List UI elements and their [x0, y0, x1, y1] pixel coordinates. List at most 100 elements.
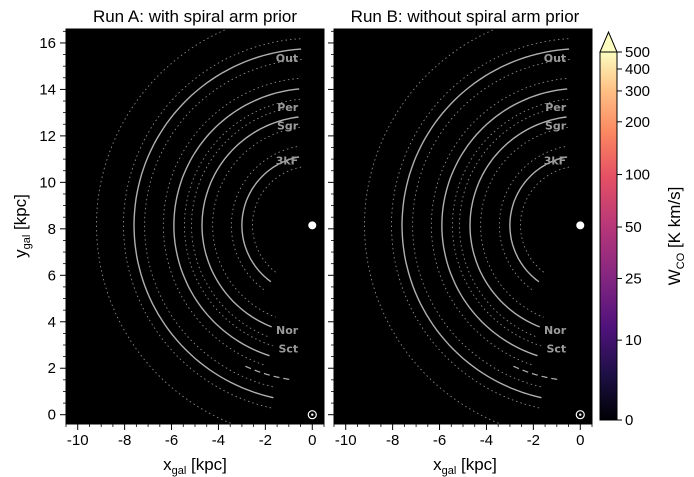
galactic-center-marker: [308, 221, 317, 230]
arm-label: Nor: [544, 324, 567, 337]
panel-b-background: [334, 29, 592, 424]
arm-label: 3kF: [276, 154, 298, 167]
y-tick-label: 10: [39, 174, 56, 191]
spiral-arm-track-dashed: [513, 365, 561, 381]
colorbar-label-unit: [K km/s]: [665, 187, 684, 253]
panel-a-ylabel-unit: [kpc]: [11, 194, 30, 235]
y-tick-label: 2: [48, 360, 56, 377]
y-tick-label: 6: [48, 267, 56, 284]
panel-a-y-ticks: 0 2 4 6 8 10 12 14 16: [39, 30, 66, 424]
panel-b-x-ticks: -10 -8 -6 -4 -2 0: [333, 424, 593, 449]
panel-a-xlabel: xgal [kpc]: [163, 455, 227, 477]
colorbar-tick-label: 0: [625, 412, 633, 429]
spiral-arm-track: [441, 88, 568, 357]
x-tick-label: -2: [259, 432, 272, 449]
arm-label: Per: [545, 101, 567, 114]
panel-a-xlabel-main: x: [163, 455, 172, 474]
panel-b-xlabel-sub: gal: [442, 465, 457, 477]
spiral-arm-width: [212, 126, 300, 318]
panel-a-ylabel: ygal [kpc]: [11, 194, 33, 258]
arm-label: Sgr: [545, 120, 567, 133]
panel-b-arms: [364, 29, 570, 424]
spiral-arm-width: [480, 126, 568, 318]
arm-label: Nor: [276, 324, 299, 337]
y-tick-label: 0: [48, 407, 56, 424]
panel-a: Run A: with spiral arm prior Out Per Sgr 3k…: [11, 7, 325, 477]
x-tick-label: -6: [165, 432, 178, 449]
spiral-arm-width: [183, 98, 301, 347]
x-tick-label: -8: [118, 432, 131, 449]
colorbar-tick-label: 200: [625, 114, 650, 131]
spiral-arm-track: [201, 116, 299, 328]
spiral-arm-width: [191, 106, 298, 338]
colorbar-label-sub: CO: [675, 252, 687, 269]
spiral-arm-width: [430, 77, 567, 367]
x-tick-label: -10: [335, 432, 357, 449]
y-tick-label: 8: [48, 221, 56, 238]
spiral-arm-width: [364, 29, 502, 424]
panel-a-arms: [96, 29, 302, 424]
panel-b-arm-labels: Out Per Sgr 3kF Nor Sct: [544, 52, 567, 355]
sun-marker-dot: [311, 413, 314, 416]
y-tick-label: 16: [39, 35, 56, 52]
x-tick-label: 0: [308, 432, 316, 449]
spiral-arm-track: [401, 48, 570, 399]
spiral-arm-track: [133, 48, 302, 399]
arm-label: Per: [277, 101, 299, 114]
panel-a-xlabel-unit: [kpc]: [186, 455, 227, 474]
x-tick-label: -6: [433, 432, 446, 449]
panel-b-title: Run B: without spiral arm prior: [351, 7, 580, 26]
spiral-arm-width: [96, 29, 234, 424]
sun-marker: [575, 410, 585, 420]
colorbar-tick-label: 25: [625, 270, 642, 287]
x-tick-label: 0: [576, 432, 584, 449]
colorbar-extend-arrow: [599, 30, 618, 53]
panel-a-markers: [307, 221, 317, 420]
y-tick-label: 14: [39, 81, 56, 98]
panel-a-ylabel-main: y: [11, 249, 30, 258]
panel-a-title: Run A: with spiral arm prior: [93, 7, 297, 26]
panel-b-markers: [575, 221, 585, 420]
spiral-arm-width: [451, 98, 569, 347]
panel-b-xlabel: xgal [kpc]: [433, 455, 497, 477]
panel-b-y-ticks: [328, 30, 334, 416]
x-tick-label: -2: [527, 432, 540, 449]
colorbar-label: WCO [K km/s]: [665, 187, 687, 286]
spiral-arm-width: [520, 166, 570, 274]
x-tick-label: -4: [480, 432, 493, 449]
panel-b-xlabel-unit: [kpc]: [456, 455, 497, 474]
colorbar-tick-label: 400: [625, 61, 650, 78]
colorbar-label-main: W: [665, 269, 684, 285]
arm-label: Sct: [278, 343, 298, 356]
arm-label: Sgr: [277, 120, 299, 133]
colorbar-gradient: [599, 51, 618, 421]
panel-a-background: [66, 29, 324, 424]
spiral-arm-track-dashed: [245, 365, 293, 381]
panel-b: Run B: without spiral arm prior Out Per Sg…: [328, 7, 593, 477]
arm-label: Out: [544, 52, 566, 65]
sun-marker-dot: [579, 413, 582, 416]
x-tick-label: -8: [386, 432, 399, 449]
panel-a-ylabel-sub: gal: [21, 235, 33, 250]
spiral-arm-track: [241, 156, 300, 283]
panel-b-xlabel-main: x: [433, 455, 442, 474]
colorbar-tick-label: 50: [625, 219, 642, 236]
panel-a-x-ticks: -10 -8 -6 -4 -2 0: [65, 424, 325, 449]
spiral-arm-track: [509, 156, 568, 283]
x-tick-label: -4: [212, 432, 225, 449]
spiral-arm-width: [144, 59, 302, 388]
panel-a-xlabel-sub: gal: [172, 465, 187, 477]
spiral-arm-width: [459, 106, 566, 338]
arm-label: Out: [276, 52, 298, 65]
colorbar-tick-label: 500: [625, 44, 650, 61]
panel-a-arm-labels: Out Per Sgr 3kF Nor Sct: [276, 52, 299, 355]
x-tick-label: -10: [67, 432, 89, 449]
arm-label: 3kF: [544, 154, 566, 167]
arm-label: Sct: [546, 343, 566, 356]
colorbar-tick-label: 300: [625, 83, 650, 100]
y-tick-label: 4: [48, 314, 56, 331]
spiral-arm-track: [173, 88, 300, 357]
